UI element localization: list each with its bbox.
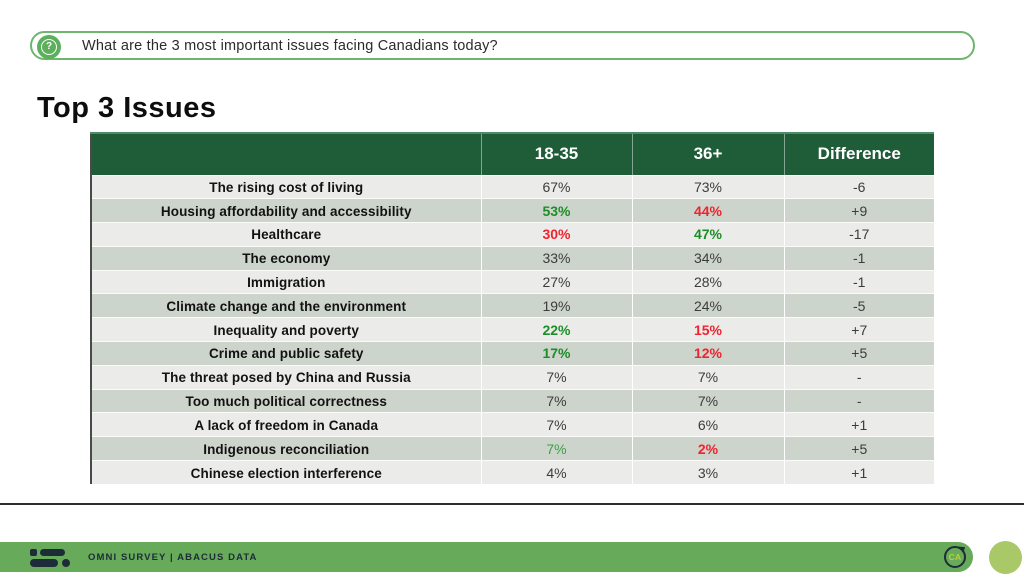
- header-18-35: 18-35: [480, 132, 632, 175]
- value-difference: +9: [783, 198, 934, 223]
- footer-text: OMNI SURVEY | ABACUS DATA: [88, 551, 258, 563]
- value-36plus: 2%: [631, 436, 784, 461]
- value-36plus: 28%: [631, 269, 784, 294]
- table-row: The threat posed by China and Russia 7% 7%…: [91, 364, 934, 390]
- issue-label: Healthcare: [91, 222, 481, 247]
- issue-label: The economy: [91, 245, 481, 271]
- table-row: The economy 33% 34% -1: [91, 245, 934, 271]
- results-table-wrap: 18-35 36+ Difference The rising cost of …: [90, 132, 934, 485]
- value-difference: -5: [783, 293, 934, 318]
- issue-label: The rising cost of living: [91, 174, 481, 199]
- value-18-35: 7%: [480, 436, 632, 461]
- value-18-35: 53%: [480, 198, 632, 223]
- value-difference: -: [783, 388, 934, 413]
- ca-circle-logo-icon: CA: [944, 543, 968, 568]
- value-18-35: 19%: [480, 293, 632, 318]
- value-18-35: 22%: [480, 317, 632, 342]
- table-row: Crime and public safety 17% 12% +5: [91, 341, 934, 366]
- decorative-green-circle: [989, 541, 1022, 574]
- table-header-row: 18-35 36+ Difference: [91, 132, 934, 175]
- value-difference: -1: [783, 245, 934, 271]
- value-36plus: 44%: [631, 198, 784, 223]
- abacus-data-logo-icon: [30, 548, 74, 567]
- value-difference: +1: [783, 460, 934, 485]
- value-18-35: 30%: [480, 222, 632, 247]
- value-18-35: 27%: [480, 269, 632, 294]
- issue-label: Climate change and the environment: [91, 293, 481, 318]
- table-row: Immigration 27% 28% -1: [91, 269, 934, 294]
- issue-label: Crime and public safety: [91, 341, 481, 366]
- value-36plus: 15%: [631, 317, 784, 342]
- header-difference: Difference: [783, 132, 934, 175]
- table-row: Chinese election interference 4% 3% +1: [91, 460, 934, 485]
- page-title: Top 3 Issues: [37, 92, 217, 124]
- issue-label: Inequality and poverty: [91, 317, 481, 342]
- footer-bar: OMNI SURVEY | ABACUS DATA: [0, 542, 973, 572]
- header-36plus: 36+: [631, 132, 784, 175]
- table-row: The rising cost of living 67% 73% -6: [91, 174, 934, 199]
- value-difference: +1: [783, 412, 934, 437]
- value-difference: -: [783, 364, 934, 390]
- header-issues: [91, 132, 481, 175]
- table-row: Housing affordability and accessibility 5…: [91, 198, 934, 223]
- table-row: Healthcare 30% 47% -17: [91, 222, 934, 247]
- table-row: A lack of freedom in Canada 7% 6% +1: [91, 412, 934, 437]
- value-difference: +7: [783, 317, 934, 342]
- value-difference: -17: [783, 222, 934, 247]
- value-36plus: 34%: [631, 245, 784, 271]
- issue-label: Housing affordability and accessibility: [91, 198, 481, 223]
- value-18-35: 7%: [480, 364, 632, 390]
- value-18-35: 7%: [480, 412, 632, 437]
- issue-label: Indigenous reconciliation: [91, 436, 481, 461]
- value-36plus: 7%: [631, 388, 784, 413]
- value-36plus: 7%: [631, 364, 784, 390]
- issue-label: Chinese election interference: [91, 460, 481, 485]
- value-difference: -1: [783, 269, 934, 294]
- value-36plus: 24%: [631, 293, 784, 318]
- ca-badge-label: CA: [948, 552, 962, 562]
- value-18-35: 7%: [480, 388, 632, 413]
- footer-divider-line: [0, 503, 1024, 505]
- question-banner: ? What are the 3 most important issues f…: [30, 31, 975, 60]
- value-36plus: 73%: [631, 174, 784, 199]
- issue-label: Immigration: [91, 269, 481, 294]
- value-18-35: 17%: [480, 341, 632, 366]
- issue-label: A lack of freedom in Canada: [91, 412, 481, 437]
- issue-label: The threat posed by China and Russia: [91, 364, 481, 390]
- value-difference: +5: [783, 436, 934, 461]
- question-text: What are the 3 most important issues fac…: [82, 37, 498, 54]
- value-18-35: 4%: [480, 460, 632, 485]
- value-18-35: 67%: [480, 174, 632, 199]
- table-row: Indigenous reconciliation 7% 2% +5: [91, 436, 934, 461]
- value-18-35: 33%: [480, 245, 632, 271]
- value-36plus: 12%: [631, 341, 784, 366]
- issue-label: Too much political correctness: [91, 388, 481, 413]
- table-row: Too much political correctness 7% 7% -: [91, 388, 934, 413]
- table-body: The rising cost of living 67% 73% -6 Housing…: [91, 174, 934, 485]
- table-row: Climate change and the environment 19% 24%…: [91, 293, 934, 318]
- value-36plus: 6%: [631, 412, 784, 437]
- table-row: Inequality and poverty 22% 15% +7: [91, 317, 934, 342]
- value-difference: +5: [783, 341, 934, 366]
- value-36plus: 3%: [631, 460, 784, 485]
- value-36plus: 47%: [631, 222, 784, 247]
- question-bubble-icon: ?: [37, 34, 61, 59]
- results-table: 18-35 36+ Difference The rising cost of …: [90, 132, 934, 485]
- value-difference: -6: [783, 174, 934, 199]
